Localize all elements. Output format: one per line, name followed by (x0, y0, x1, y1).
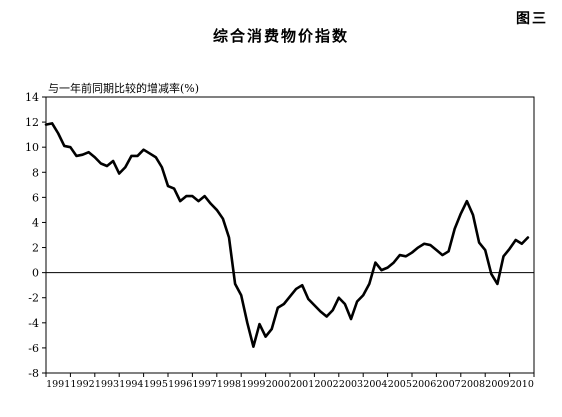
x-tick-label: 2003 (339, 379, 363, 390)
x-tick-label: 2010 (510, 379, 534, 390)
y-tick-label: 14 (25, 91, 39, 104)
x-tick-label: 2002 (315, 379, 339, 390)
x-tick-label: 1998 (217, 379, 241, 390)
y-tick-label: 6 (32, 191, 39, 204)
x-tick-label: 1996 (168, 379, 192, 390)
x-tick-label: 1997 (193, 379, 217, 390)
x-tick-label: 1999 (241, 379, 265, 390)
x-tick-label: 2005 (388, 379, 412, 390)
y-tick-label: -6 (28, 342, 39, 355)
x-tick-label: 1995 (144, 379, 168, 390)
plot-area (45, 96, 535, 374)
y-tick-label: 8 (32, 166, 39, 179)
x-axis: 1991 1992 1993 1994 1995 1996 1997 1998 1999 2000… (45, 373, 535, 390)
y-tick-label: 12 (25, 116, 39, 129)
y-tick-label: -2 (28, 292, 39, 305)
figure-label: 图三 (516, 11, 548, 27)
y-tick-label: 0 (32, 267, 39, 280)
x-tick-label: 2007 (437, 379, 461, 390)
x-tick-label: 2008 (461, 379, 485, 390)
y-tick-label: 10 (25, 141, 39, 154)
y-axis-label: 与一年前同期比较的增减率(%) (48, 82, 200, 95)
x-tick-label: 1991 (46, 379, 70, 390)
y-axis: -8 -6 -4 -2 0 2 4 6 8 10 12 14 (25, 91, 46, 380)
y-tick-label: 4 (32, 216, 39, 229)
x-tick-label: 2009 (485, 379, 509, 390)
y-tick-label: -8 (28, 367, 39, 380)
x-tick-label: 2006 (412, 379, 436, 390)
x-tick-label: 1994 (119, 379, 143, 390)
x-tick-label: 1993 (95, 379, 119, 390)
y-tick-label: 2 (32, 242, 39, 255)
x-tick-label: 2000 (266, 379, 290, 390)
cpi-series-line (44, 122, 530, 348)
x-tick-label: 2004 (363, 379, 387, 390)
x-tick-label: 1992 (71, 379, 95, 390)
x-tick-label: 2001 (290, 379, 314, 390)
y-tick-label: -4 (28, 317, 39, 330)
chart-title: 综合消费物价指数 (212, 27, 349, 45)
